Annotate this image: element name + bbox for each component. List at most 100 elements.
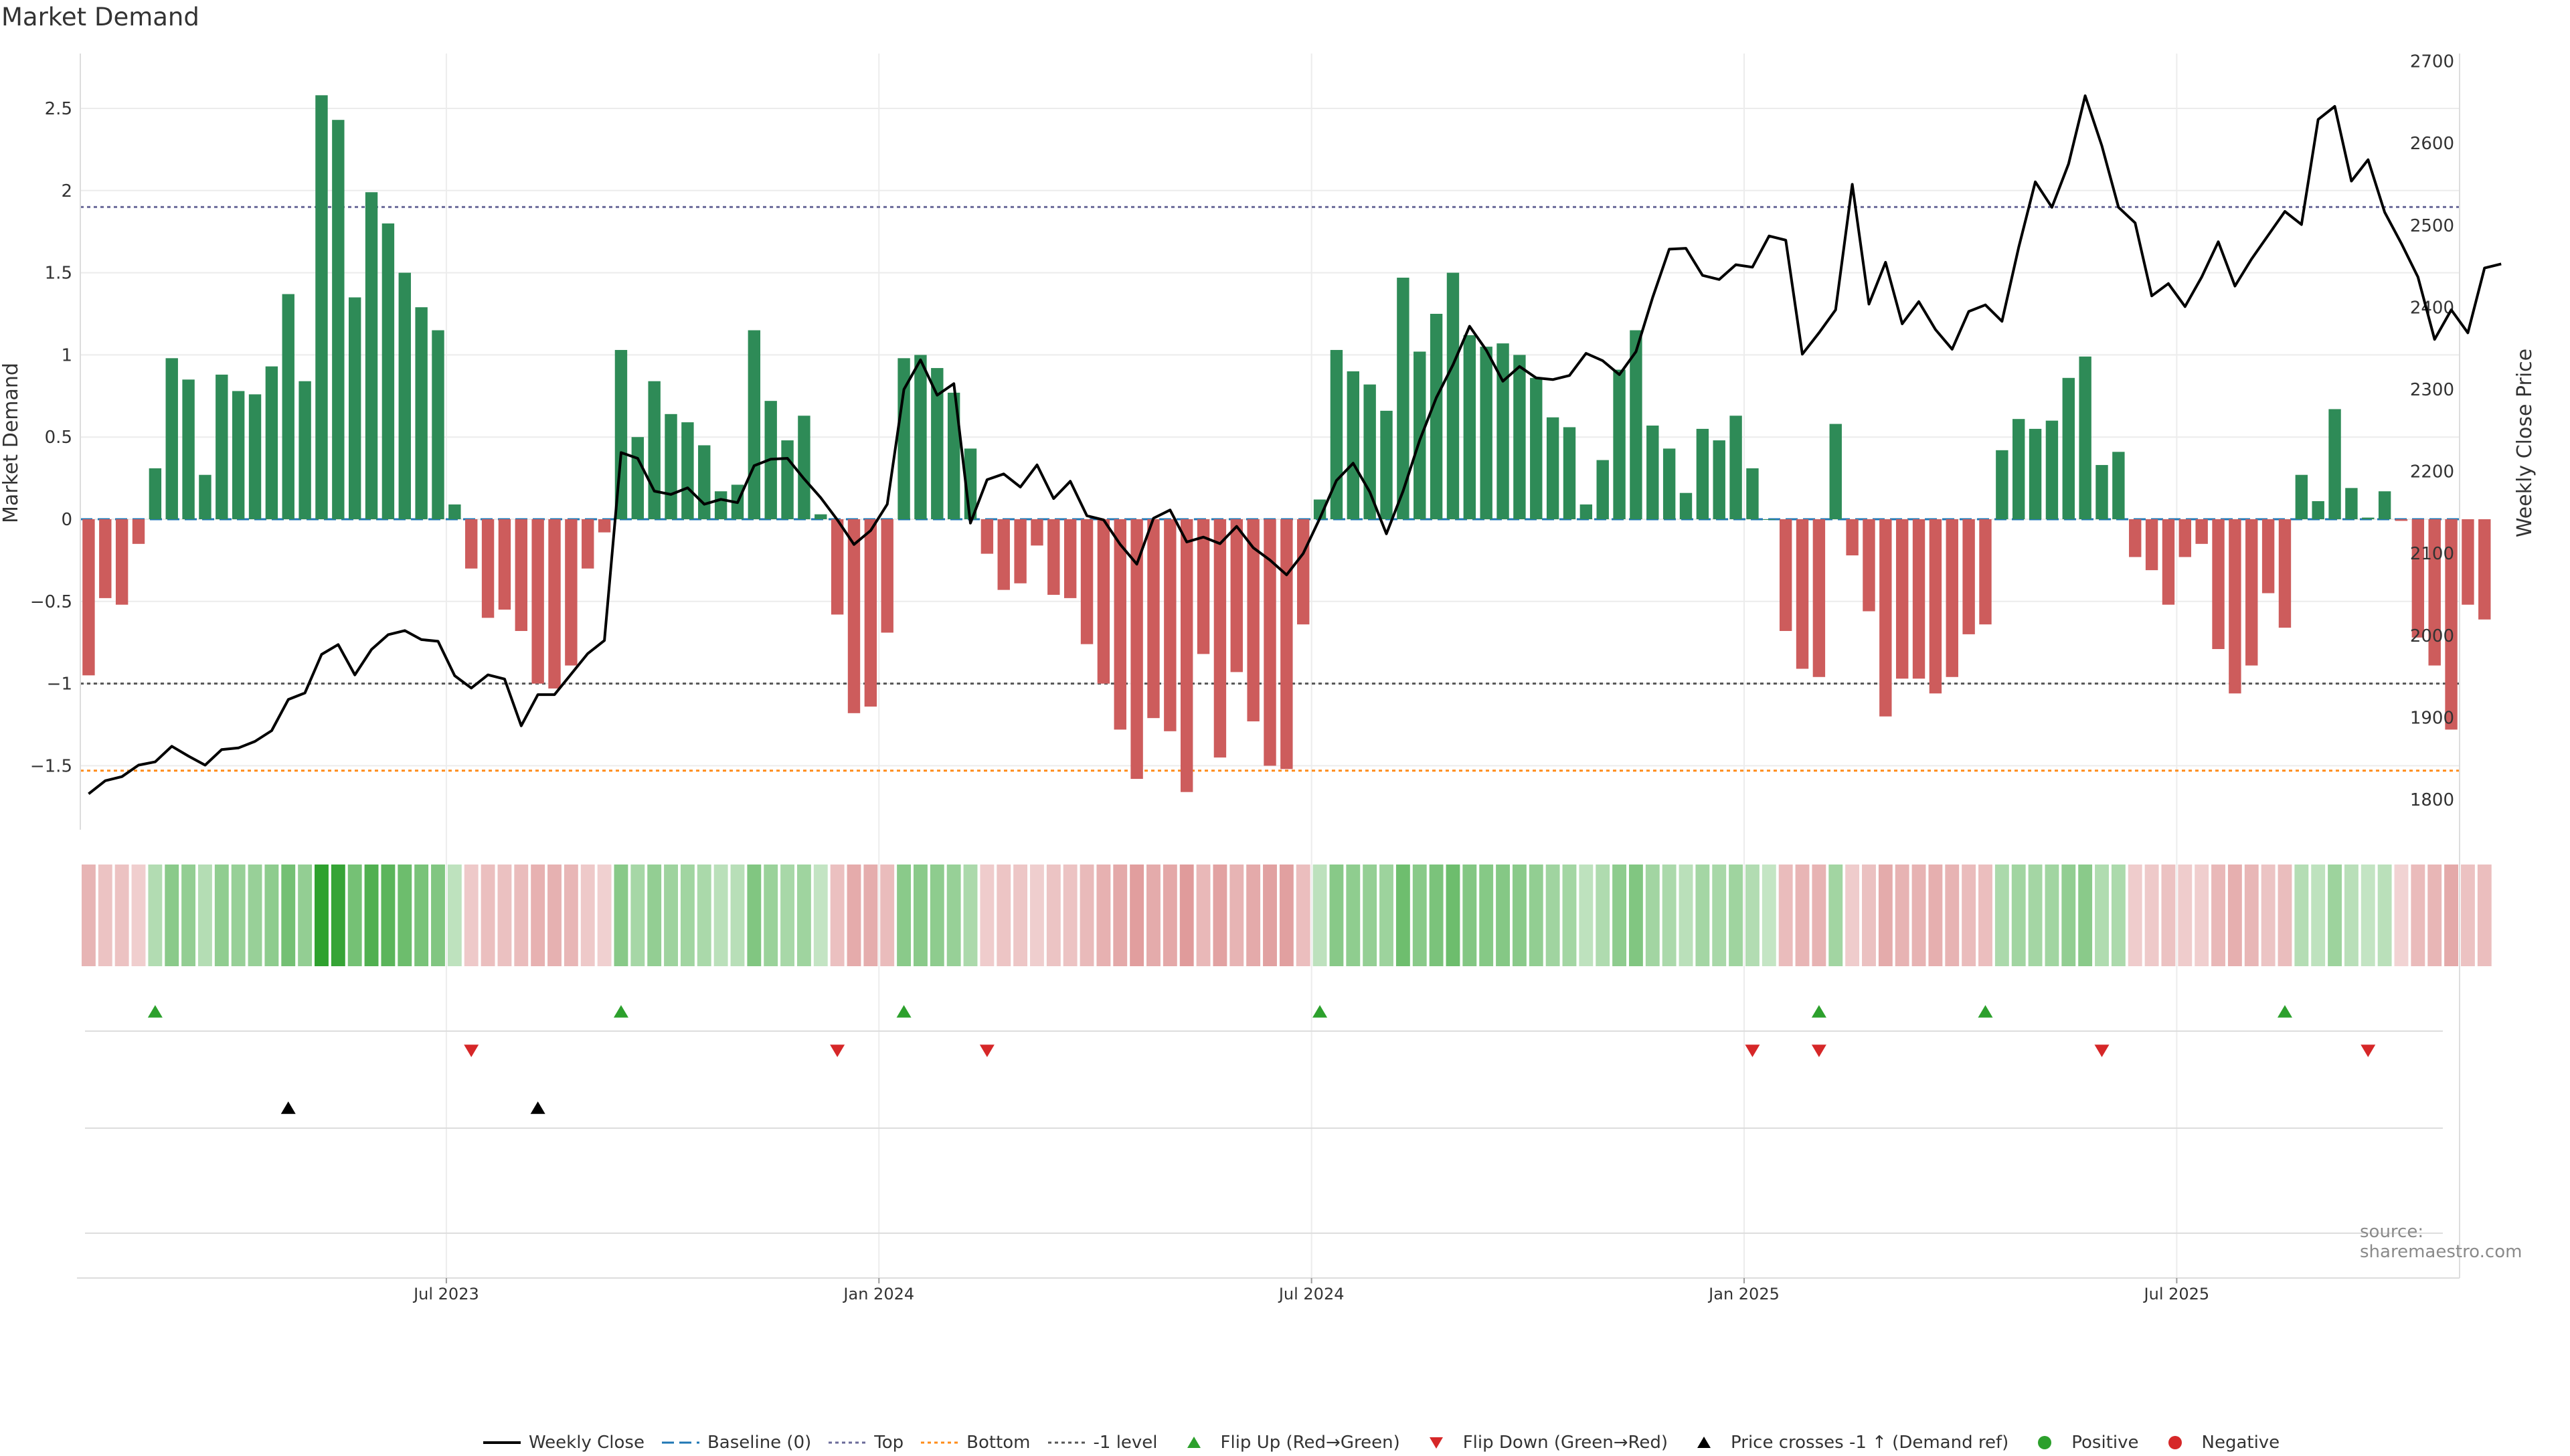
heat-cell [2061, 864, 2076, 966]
heat-cell [647, 864, 662, 966]
demand-bar [2395, 519, 2408, 521]
demand-bar [1014, 519, 1027, 583]
demand-bar [1846, 519, 1859, 556]
flip-up-marker [2277, 1005, 2292, 1018]
solid-line-icon [483, 1441, 521, 1444]
heat-cell [2244, 864, 2259, 966]
demand-bar [298, 381, 311, 519]
heat-cell [2411, 864, 2425, 966]
heat-cell [2227, 864, 2242, 966]
heat-cell [431, 864, 445, 966]
heat-cell [1994, 864, 2009, 966]
demand-bar [2278, 519, 2292, 628]
demand-bar [115, 519, 128, 605]
demand-bar [1380, 410, 1393, 519]
legend-item-minus1: -1 level [1047, 1433, 1158, 1453]
flip-down-marker [1745, 1044, 1760, 1057]
x-tick-labels: Jul 2023 Jan 2024 Jul 2024 Jan 2025 Jul 2025 [412, 1278, 2209, 1303]
demand-bar [1630, 330, 1642, 519]
heat-cell [181, 864, 196, 966]
demand-bar [1213, 519, 1227, 758]
heat-cell [2211, 864, 2225, 966]
demand-bar [980, 519, 994, 554]
heat-cell [2144, 864, 2159, 966]
demand-bar [1264, 519, 1276, 766]
heat-cell [1395, 864, 1410, 966]
legend-label: Bottom [966, 1433, 1031, 1453]
flip-up-marker [896, 1005, 912, 1018]
demand-bar [931, 368, 944, 519]
demand-bar [2195, 519, 2208, 544]
heat-cell [580, 864, 595, 966]
demand-bar [1596, 460, 1609, 519]
heat-cell [597, 864, 612, 966]
x-tick-label: Jul 2024 [1278, 1285, 1345, 1303]
y2-tick-label: 2100 [2410, 544, 2454, 564]
circle-icon [2038, 1436, 2052, 1449]
y-tick-label: 1 [61, 345, 72, 365]
legend-item-weekly_close: Weekly Close [482, 1433, 645, 1453]
flip-down-marker [2094, 1044, 2110, 1057]
heat-cell [1179, 864, 1194, 966]
heat-cell [1628, 864, 1643, 966]
demand-bar [265, 366, 278, 519]
legend-label: Positive [2071, 1433, 2139, 1453]
heat-cell [2328, 864, 2342, 966]
heat-cell [198, 864, 212, 966]
demand-bar [481, 519, 495, 618]
demand-bar [847, 519, 861, 713]
heat-cell [1878, 864, 1893, 966]
y2-tick-label: 2000 [2410, 626, 2454, 646]
demand-bar [1546, 417, 1559, 519]
demand-bar [531, 519, 544, 684]
demand-bar [2428, 519, 2441, 666]
heat-cell [997, 864, 1011, 966]
demand-bar [1729, 416, 1742, 519]
demand-bar [1114, 519, 1126, 730]
demand-bar [2478, 519, 2491, 620]
demand-bar [831, 519, 844, 615]
demand-bar [1197, 519, 1210, 654]
heat-cell [1529, 864, 1543, 966]
heat-cell [1213, 864, 1227, 966]
demand-bar [2462, 519, 2474, 605]
heat-cell [847, 864, 861, 966]
demand-bar [1646, 426, 1659, 519]
y-tick-label: 1.5 [45, 264, 72, 284]
demand-bar [781, 440, 794, 519]
demand-bar [1530, 377, 1543, 519]
demand-bar [448, 504, 461, 519]
heat-cell [531, 864, 545, 966]
demand-bar [2245, 519, 2258, 666]
demand-bar [182, 379, 195, 519]
demand-bar [598, 519, 611, 533]
weekly-close-line [88, 94, 2502, 795]
x-tick-label: Jul 2025 [2143, 1285, 2210, 1303]
heat-cell [1745, 864, 1760, 966]
demand-bar [1031, 519, 1043, 546]
heat-cell [730, 864, 745, 966]
heat-cell [2344, 864, 2359, 966]
heat-cell [2095, 864, 2109, 966]
heat-cell [1812, 864, 1826, 966]
heat-cell [1945, 864, 1960, 966]
heat-cell [148, 864, 163, 966]
flip-up-marker [147, 1005, 163, 1018]
heat-cell [713, 864, 728, 966]
demand-bar [1063, 519, 1077, 598]
y-tick-label: 0.5 [45, 428, 72, 448]
demand-bar [216, 374, 228, 519]
heat-cell [547, 864, 562, 966]
heat-cell [264, 864, 279, 966]
demand-bar [665, 414, 677, 519]
demand-bar [1979, 519, 1992, 625]
heat-cell [963, 864, 978, 966]
demand-bar [681, 422, 694, 519]
y2-tick-label: 2700 [2410, 52, 2454, 72]
demand-bar [2145, 519, 2158, 571]
flip-down-marker [1811, 1044, 1826, 1057]
demand-bar [1480, 347, 1492, 519]
demand-bar [2362, 517, 2375, 519]
heat-cell [680, 864, 695, 966]
